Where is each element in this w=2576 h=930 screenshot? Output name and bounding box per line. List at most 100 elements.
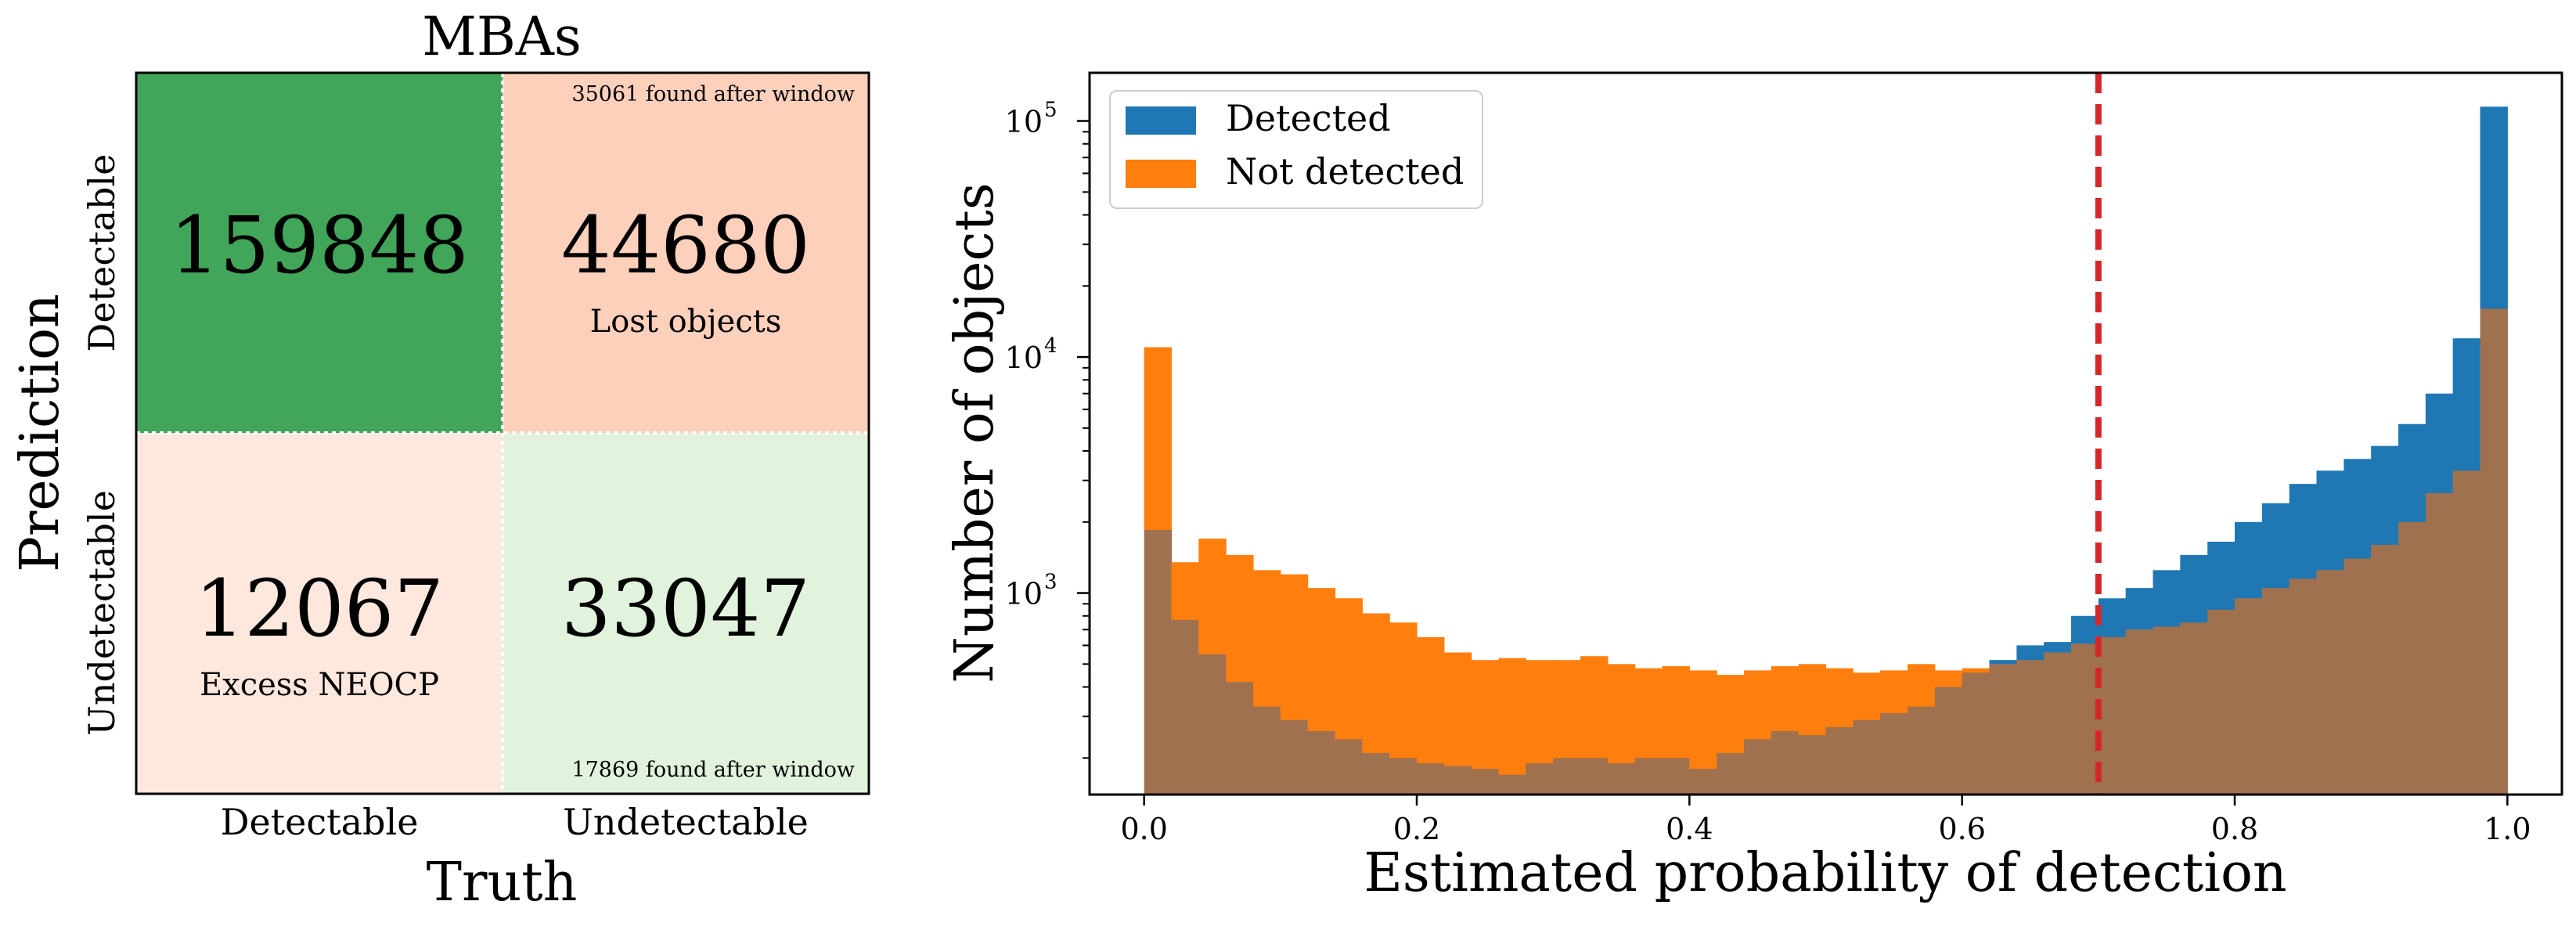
x-tick-label: 0.2 [1393, 812, 1440, 846]
cm-value-bl: 12067 [195, 563, 444, 654]
x-axis-ticks: 0.0 0.2 0.4 0.6 0.8 1.0 [1120, 795, 2531, 846]
cm-note-br: 17869 found after window [571, 758, 855, 782]
hist-bar-upper [2371, 445, 2399, 546]
hist-bar-overlap [1825, 727, 1854, 795]
hist-bar-overlap [2289, 579, 2318, 795]
hist-bar-upper [1226, 554, 1254, 683]
hist-bar-upper [1498, 658, 1526, 776]
legend-label-not-detected: Not detected [1226, 150, 1464, 193]
hist-bar-overlap [1908, 706, 1936, 795]
x-tick-label: 1.0 [2484, 812, 2531, 846]
hist-bar-upper [1607, 664, 1636, 764]
cm-value-tr: 44680 [561, 200, 810, 291]
hist-bar-upper [1526, 660, 1554, 764]
cm-cell-tr [503, 73, 869, 433]
hist-bar-overlap [1962, 672, 1991, 795]
cm-frame [135, 71, 870, 795]
hist-bar-overlap [1662, 758, 1690, 795]
hist-bar-upper [1389, 622, 1418, 759]
hist-bar-overlap [1798, 735, 1827, 795]
hist-bar-upper [1689, 670, 1717, 770]
cm-cell-br [503, 433, 869, 794]
hist-bar-upper [1280, 574, 1309, 721]
y-tick-exponent: 3 [1044, 571, 1057, 594]
hist-bar-upper [1335, 598, 1363, 740]
hist-bar-overlap [2235, 598, 2263, 795]
legend-swatch-detected [1126, 106, 1196, 135]
hist-bar-overlap [2044, 652, 2072, 795]
hist-bar-overlap [2480, 308, 2508, 795]
hist-bar-overlap [1880, 712, 1908, 795]
hist-bar-overlap [2098, 636, 2127, 795]
hist-bar-overlap [1253, 706, 1281, 795]
cm-value-tl: 159848 [170, 200, 469, 291]
hist-bar-upper [1443, 652, 1472, 767]
confusion-matrix: MBAs 159848 44680 Lost objects 35061 fou… [9, 6, 870, 914]
hist-bar-overlap [2425, 492, 2454, 795]
cm-note-tr: 35061 found after window [571, 82, 855, 106]
hist-bar-overlap [2071, 643, 2099, 795]
hist-bar-overlap [2261, 588, 2290, 795]
hist-bar-overlap [2452, 470, 2481, 795]
hist-bar-upper [1717, 675, 1745, 754]
hist-bar-overlap [1853, 719, 1881, 795]
hist-bar-upper [2071, 615, 2099, 644]
hist-frame [1088, 71, 2563, 796]
hist-bar-upper [2261, 503, 2290, 589]
hist-bar-upper [1362, 613, 1390, 754]
hist-bar-upper [1934, 670, 1963, 688]
hist-bar-overlap [1362, 752, 1390, 795]
hist-bar-upper [2044, 642, 2072, 653]
hist-bar-upper [2153, 570, 2181, 628]
y-tick-label: 10 [1005, 341, 1043, 375]
cm-value-br: 33047 [561, 563, 810, 654]
hist-bar-upper [1171, 562, 1199, 621]
hist-bar-overlap [1989, 664, 2017, 795]
hist-bar-upper [1989, 660, 2017, 665]
hist-bar-upper [1962, 668, 1991, 673]
hist-bar-overlap [1580, 758, 1609, 795]
legend-swatch-not-detected [1126, 160, 1196, 188]
hist-bar-upper [2425, 393, 2454, 494]
cm-ylabel: Prediction [9, 294, 71, 572]
hist-bar-upper [1253, 570, 1281, 708]
hist-bar-overlap [2371, 545, 2399, 795]
hist-bar-overlap [2344, 558, 2372, 795]
cm-row-label-detectable: Detectable [81, 154, 123, 352]
hist-bar-upper [1798, 664, 1827, 736]
hist-bar-overlap [2016, 660, 2045, 795]
hist-bar-overlap [1744, 739, 1772, 795]
hist-bar-upper [2480, 106, 2508, 310]
hist-bar-overlap [1607, 763, 1636, 795]
legend: Detected Not detected [1109, 90, 1483, 209]
hist-bar-overlap [1526, 763, 1554, 795]
hist-bar-overlap [1417, 763, 1445, 795]
hist-bar-overlap [1498, 774, 1526, 795]
hist-bar-overlap [2398, 521, 2426, 795]
cm-title: MBAs [422, 6, 582, 68]
hist-bar-upper [1908, 664, 1936, 708]
hist-bar-upper [2289, 484, 2318, 579]
hist-bar-upper [2398, 424, 2426, 523]
hist-bar-upper [2316, 470, 2344, 571]
hist-bar-overlap [2316, 570, 2344, 795]
hist-bar-upper [1553, 660, 1581, 759]
hist-bar-upper [1307, 588, 1336, 732]
hist-bar-overlap [2125, 629, 2154, 795]
hist-bar-upper [1580, 656, 1609, 759]
cm-col-label-undetectable: Undetectable [563, 801, 809, 843]
x-tick-label: 0.8 [2211, 812, 2258, 846]
hist-bar-upper [1198, 539, 1227, 655]
hist-bar-overlap [1280, 719, 1309, 795]
hist-bar-upper [1853, 672, 1881, 721]
hist-bar-overlap [2153, 626, 2181, 795]
hist-bar-upper [2235, 521, 2263, 599]
hist-bar-upper [2207, 541, 2236, 611]
hist-bar-upper [1744, 670, 1772, 740]
hist-bar-overlap [1335, 739, 1363, 795]
hist-bar-overlap [1198, 654, 1227, 795]
hist-bar-overlap [2207, 609, 2236, 795]
